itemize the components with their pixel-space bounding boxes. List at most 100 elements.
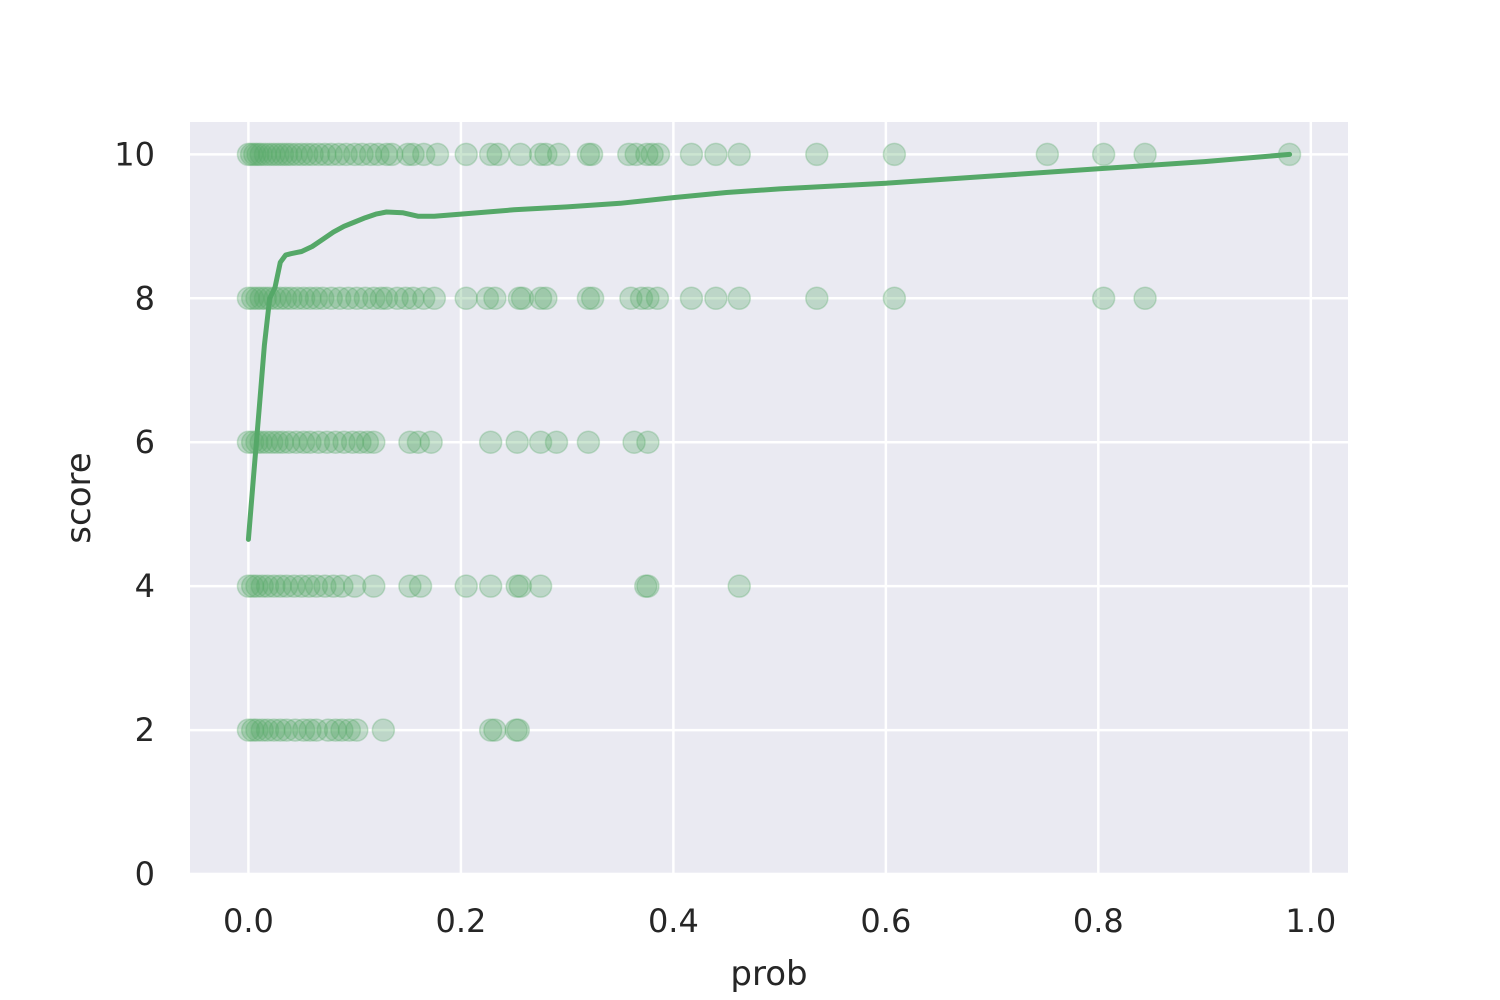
scatter-point-score-4-16 (362, 574, 386, 598)
scatter-point-score-10-9 (270, 142, 295, 167)
x-tick-label-0: 0.0 (223, 902, 274, 940)
scatter-point-score-2-2 (245, 718, 269, 742)
scatter-point-score-4-23 (528, 574, 553, 598)
scatter-point-score-10-12 (284, 142, 308, 167)
scatter-point-score-10-7 (262, 142, 286, 167)
scatter-point-score-4-15 (342, 574, 367, 598)
scatter-point-score-8-25 (401, 286, 425, 311)
scatter-point-score-2-3 (250, 718, 274, 742)
scatter-point-score-8-20 (362, 286, 386, 311)
scatter-point-score-4-14 (330, 574, 354, 598)
scatter-point-score-10-31 (454, 142, 478, 167)
scatter-point-score-10-2 (243, 142, 267, 167)
scatter-point-score-4-19 (454, 574, 478, 598)
scatter-point-score-10-0 (236, 142, 261, 167)
scatter-point-score-8-9 (279, 286, 303, 311)
trend-line-layer (245, 151, 1293, 542)
scatter-point-score-8-32 (510, 286, 535, 311)
scatter-point-score-8-24 (393, 286, 418, 311)
scatter-point-score-10-25 (374, 142, 399, 167)
y-tick-label-1: 2 (135, 711, 155, 749)
y-tick-label-3: 6 (135, 423, 155, 461)
scatter-point-score-2-18 (478, 718, 503, 742)
scatter-point-score-8-30 (483, 286, 507, 311)
scatter-point-score-10-3 (246, 142, 270, 167)
scatter-point-score-8-38 (629, 286, 654, 311)
scatter-point-score-8-33 (528, 286, 553, 311)
scatter-point-score-6-21 (406, 430, 431, 454)
scatter-point-score-6-7 (270, 430, 295, 454)
x-axis-ticks: 0.0 0.2 0.4 0.6 0.8 1.0 (223, 902, 1336, 940)
scatter-point-score-6-11 (298, 430, 322, 454)
scatter-point-score-10-44 (646, 142, 671, 167)
scatter-point-score-8-21 (369, 286, 393, 311)
scatter-point-score-10-32 (478, 142, 503, 167)
scatter-point-score-2-14 (330, 718, 354, 742)
scatter-point-score-4-2 (245, 574, 269, 598)
scatter-point-score-4-7 (274, 574, 299, 598)
scatter-point-score-6-29 (636, 430, 660, 454)
y-axis-label: score (59, 452, 99, 543)
x-tick-label-4: 0.8 (1073, 902, 1124, 940)
scatter-point-score-6-25 (528, 430, 553, 454)
scatter-point-score-8-16 (328, 286, 352, 311)
scatter-point-score-10-49 (882, 142, 907, 167)
scatter-point-score-8-29 (475, 286, 500, 311)
scatter-point-score-8-8 (273, 286, 298, 311)
grid-lines (190, 122, 1348, 876)
scatter-point-score-6-10 (291, 430, 316, 454)
scatter-point-score-4-24 (634, 574, 658, 598)
scatter-point-score-8-41 (679, 286, 704, 311)
scatter-point-score-8-28 (454, 286, 478, 311)
scatter-point-score-8-15 (319, 286, 344, 311)
scatter-point-score-10-42 (635, 142, 659, 167)
y-tick-label-5: 10 (114, 135, 155, 173)
scatter-point-score-2-20 (504, 718, 528, 742)
scatter-point-score-10-51 (1091, 142, 1116, 167)
scatter-point-score-6-8 (277, 430, 301, 454)
scatter-point-score-8-43 (727, 286, 752, 311)
scatter-point-score-6-28 (622, 430, 646, 454)
scatter-point-score-10-34 (508, 142, 533, 167)
scatter-point-score-4-10 (297, 574, 321, 598)
scatter-point-score-8-17 (336, 286, 361, 311)
scatter-point-score-8-47 (1133, 286, 1157, 311)
scatter-point-score-10-27 (396, 142, 420, 167)
scatter-point-score-6-16 (340, 430, 365, 454)
scatter-point-score-6-13 (315, 430, 339, 454)
scatter-point-score-10-38 (576, 142, 601, 167)
scatter-point-score-6-5 (260, 430, 284, 454)
scatter-point-score-6-20 (398, 430, 422, 454)
scatter-point-score-2-4 (255, 718, 280, 742)
scatter-point-score-10-24 (366, 142, 390, 167)
scatter-point-score-4-11 (304, 574, 329, 598)
scatter-point-score-4-1 (240, 574, 265, 598)
scatter-point-score-2-13 (323, 718, 348, 742)
scatter-point-score-6-18 (355, 430, 380, 454)
scatter-point-score-4-9 (289, 574, 314, 598)
scatter-point-score-10-28 (401, 142, 425, 167)
scatter-point-score-10-16 (306, 142, 331, 167)
scatter-point-score-8-35 (576, 286, 601, 311)
scatter-point-score-6-26 (544, 430, 569, 454)
x-tick-label-2: 0.4 (648, 902, 699, 940)
scatter-point-score-8-14 (311, 286, 335, 311)
scatter-point-score-4-13 (321, 574, 346, 598)
scatter-point-score-8-10 (285, 286, 310, 311)
scatter-point-score-4-26 (727, 574, 752, 598)
scatter-point-score-2-17 (371, 718, 396, 742)
scatter-point-score-10-15 (300, 142, 324, 167)
scatter-point-score-8-42 (704, 286, 728, 311)
scatter-point-score-8-0 (236, 286, 261, 311)
scatter-point-score-10-11 (279, 142, 303, 167)
scatter-point-score-2-0 (236, 718, 261, 742)
scatter-point-score-8-1 (240, 286, 265, 311)
scatter-point-score-8-23 (385, 286, 409, 311)
scatter-point-score-6-22 (419, 430, 443, 454)
scatter-point-score-10-10 (274, 142, 299, 167)
scatter-point-score-10-13 (289, 142, 314, 167)
x-tick-label-5: 1.0 (1285, 902, 1336, 940)
scatter-point-score-4-5 (262, 574, 286, 598)
scatter-point-score-10-18 (319, 142, 344, 167)
